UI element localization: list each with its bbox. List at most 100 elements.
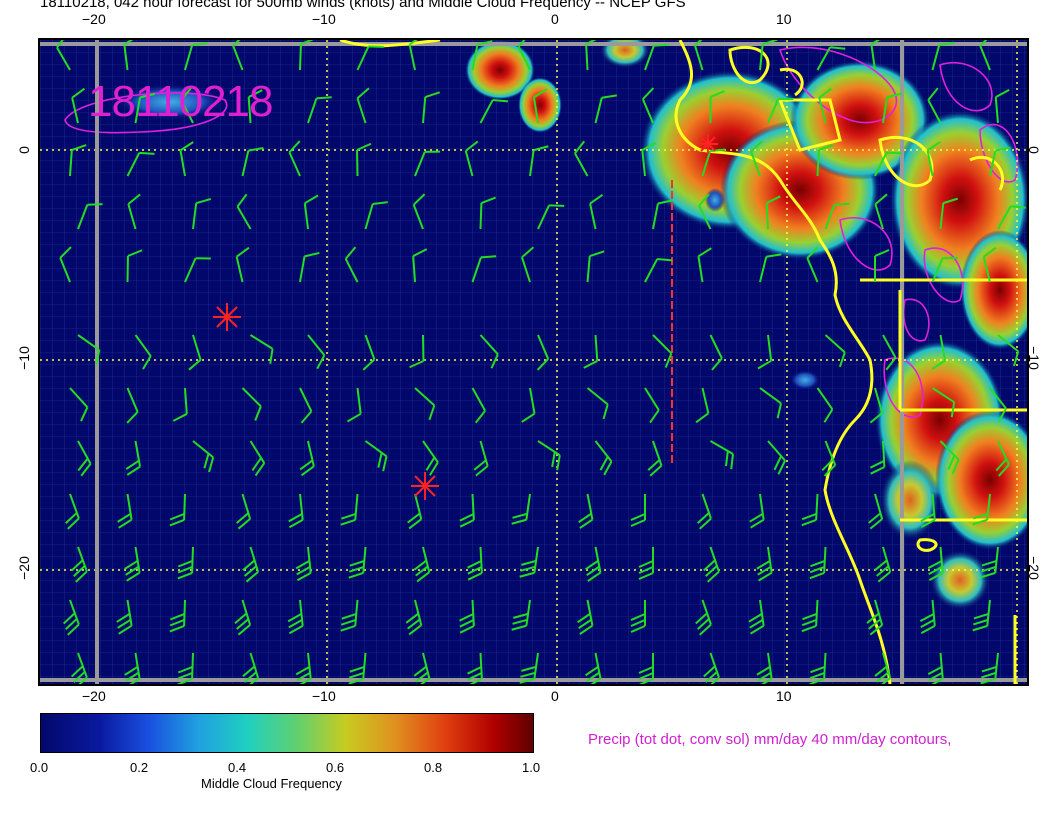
wind-barb (801, 493, 819, 527)
wind-barb (287, 599, 304, 635)
top-axis-label: 10 (776, 11, 792, 27)
wind-barb (77, 334, 101, 366)
wind-barb (299, 40, 316, 71)
wind-barb (307, 96, 332, 124)
bottom-axis-label: −20 (82, 688, 106, 704)
wind-barb (748, 599, 765, 635)
wind-barb (652, 199, 674, 230)
wind-barb (931, 257, 958, 283)
wind-barb (479, 196, 496, 230)
wind-barb (299, 387, 313, 424)
wind-barb (471, 40, 493, 71)
wind-barb (759, 40, 778, 71)
wind-barb (414, 150, 440, 177)
wind-barb (348, 546, 367, 579)
wind-barb (63, 599, 80, 636)
wind-barb (192, 440, 215, 473)
wind-barb (242, 546, 260, 583)
wind-barb (299, 251, 320, 283)
wind-barb (249, 440, 266, 477)
wind-barb (471, 255, 497, 283)
right-axis-label: −20 (1025, 556, 1042, 580)
wind-barb (77, 440, 92, 477)
wind-barb (177, 546, 194, 580)
wind-barb (644, 258, 673, 283)
wind-barb (866, 599, 884, 636)
wind-barb (586, 250, 605, 283)
wind-barb (65, 493, 80, 530)
wind-barb (413, 652, 431, 684)
wind-barb (989, 146, 1011, 177)
left-axis-label: −20 (15, 556, 32, 580)
wind-barb (529, 145, 549, 177)
wind-barb (874, 249, 890, 282)
wind-barb (809, 652, 827, 684)
wind-barb (519, 652, 539, 684)
wind-barb (919, 599, 936, 634)
wind-barb (241, 387, 262, 421)
wind-barb (71, 652, 88, 684)
wind-barb (407, 493, 423, 530)
wind-barb (124, 652, 141, 684)
wind-barb (537, 440, 561, 471)
precip-legend-note: Precip (tot dot, conv sol) mm/day 40 mm/… (588, 731, 952, 748)
wind-barb (759, 387, 783, 419)
wind-barb (348, 652, 367, 684)
wind-barb (994, 89, 1010, 124)
wind-barb (124, 546, 141, 582)
wind-barb (767, 98, 794, 124)
wind-barb (816, 387, 834, 423)
top-axis-label: −10 (312, 11, 336, 27)
bottom-axis-label: −10 (312, 688, 336, 704)
right-axis-label: 0 (1025, 146, 1042, 154)
wind-barb (750, 140, 763, 177)
wind-barb (347, 387, 362, 423)
wind-barb (177, 652, 194, 684)
wind-barb (408, 40, 423, 71)
wind-barb (511, 599, 531, 631)
map-canvas (40, 40, 1027, 684)
wind-barb (693, 40, 708, 71)
wind-barb (71, 87, 86, 124)
wind-barb (249, 334, 274, 364)
wind-barb (806, 246, 819, 283)
wind-barb (126, 151, 155, 177)
wind-barb (517, 40, 531, 71)
wind-barb (997, 334, 1020, 367)
wind-barb (765, 195, 781, 230)
wind-barb (920, 493, 936, 528)
wind-barb (818, 87, 832, 124)
wind-barb (927, 87, 942, 124)
wind-barb (71, 546, 88, 583)
wind-barb (288, 493, 304, 529)
wind-barb (697, 493, 712, 530)
wind-barb (586, 387, 609, 420)
map-title: 18110218, 042 hour forecast for 500mb wi… (40, 0, 686, 11)
wind-barb (364, 201, 388, 230)
wind-barb (709, 90, 725, 123)
wind-barb (521, 387, 536, 423)
wind-barb (362, 334, 376, 371)
wind-barb (652, 334, 673, 368)
wind-barb (644, 387, 660, 424)
wind-barb (756, 546, 773, 582)
wind-barb (459, 493, 475, 528)
wind-barb (980, 546, 999, 579)
wind-barb (869, 387, 884, 424)
wind-barb (467, 652, 483, 684)
wind-barb (695, 387, 710, 424)
wind-barb (116, 599, 133, 635)
wind-barb (236, 493, 252, 530)
colorbar-tick: 0.6 (326, 760, 345, 775)
wind-barb (126, 387, 139, 424)
wind-barb (340, 493, 359, 526)
wind-barb (577, 599, 594, 635)
wind-barb (927, 652, 944, 684)
colorbar-tick: 0.0 (30, 760, 49, 775)
wind-barb (995, 440, 1010, 477)
wind-barb (56, 40, 71, 71)
wind-barb (931, 41, 955, 71)
wind-barb (757, 334, 773, 370)
wind-barb (939, 197, 959, 230)
wind-barb (364, 440, 388, 472)
